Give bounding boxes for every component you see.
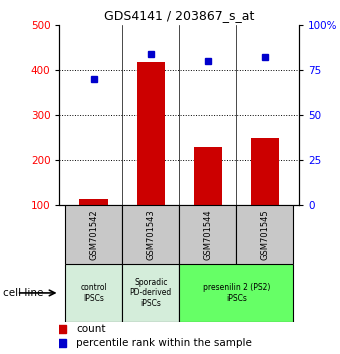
Bar — [179, 264, 293, 322]
Bar — [65, 205, 122, 264]
Text: GSM701543: GSM701543 — [146, 209, 155, 260]
Text: presenilin 2 (PS2)
iPSCs: presenilin 2 (PS2) iPSCs — [203, 283, 270, 303]
Bar — [236, 205, 293, 264]
Text: cell line: cell line — [3, 288, 44, 298]
Bar — [122, 264, 179, 322]
Bar — [179, 205, 236, 264]
Text: control
IPSCs: control IPSCs — [80, 283, 107, 303]
Text: GSM701542: GSM701542 — [89, 209, 98, 260]
Text: count: count — [76, 324, 106, 334]
Bar — [251, 138, 279, 205]
Bar — [65, 264, 122, 322]
Bar — [80, 199, 108, 205]
Bar — [193, 147, 222, 205]
Text: GSM701545: GSM701545 — [260, 209, 270, 260]
Bar — [122, 205, 179, 264]
Title: GDS4141 / 203867_s_at: GDS4141 / 203867_s_at — [104, 9, 255, 22]
Text: percentile rank within the sample: percentile rank within the sample — [76, 338, 252, 348]
Bar — [137, 62, 165, 205]
Text: Sporadic
PD-derived
iPSCs: Sporadic PD-derived iPSCs — [130, 278, 172, 308]
Text: GSM701544: GSM701544 — [203, 209, 212, 260]
